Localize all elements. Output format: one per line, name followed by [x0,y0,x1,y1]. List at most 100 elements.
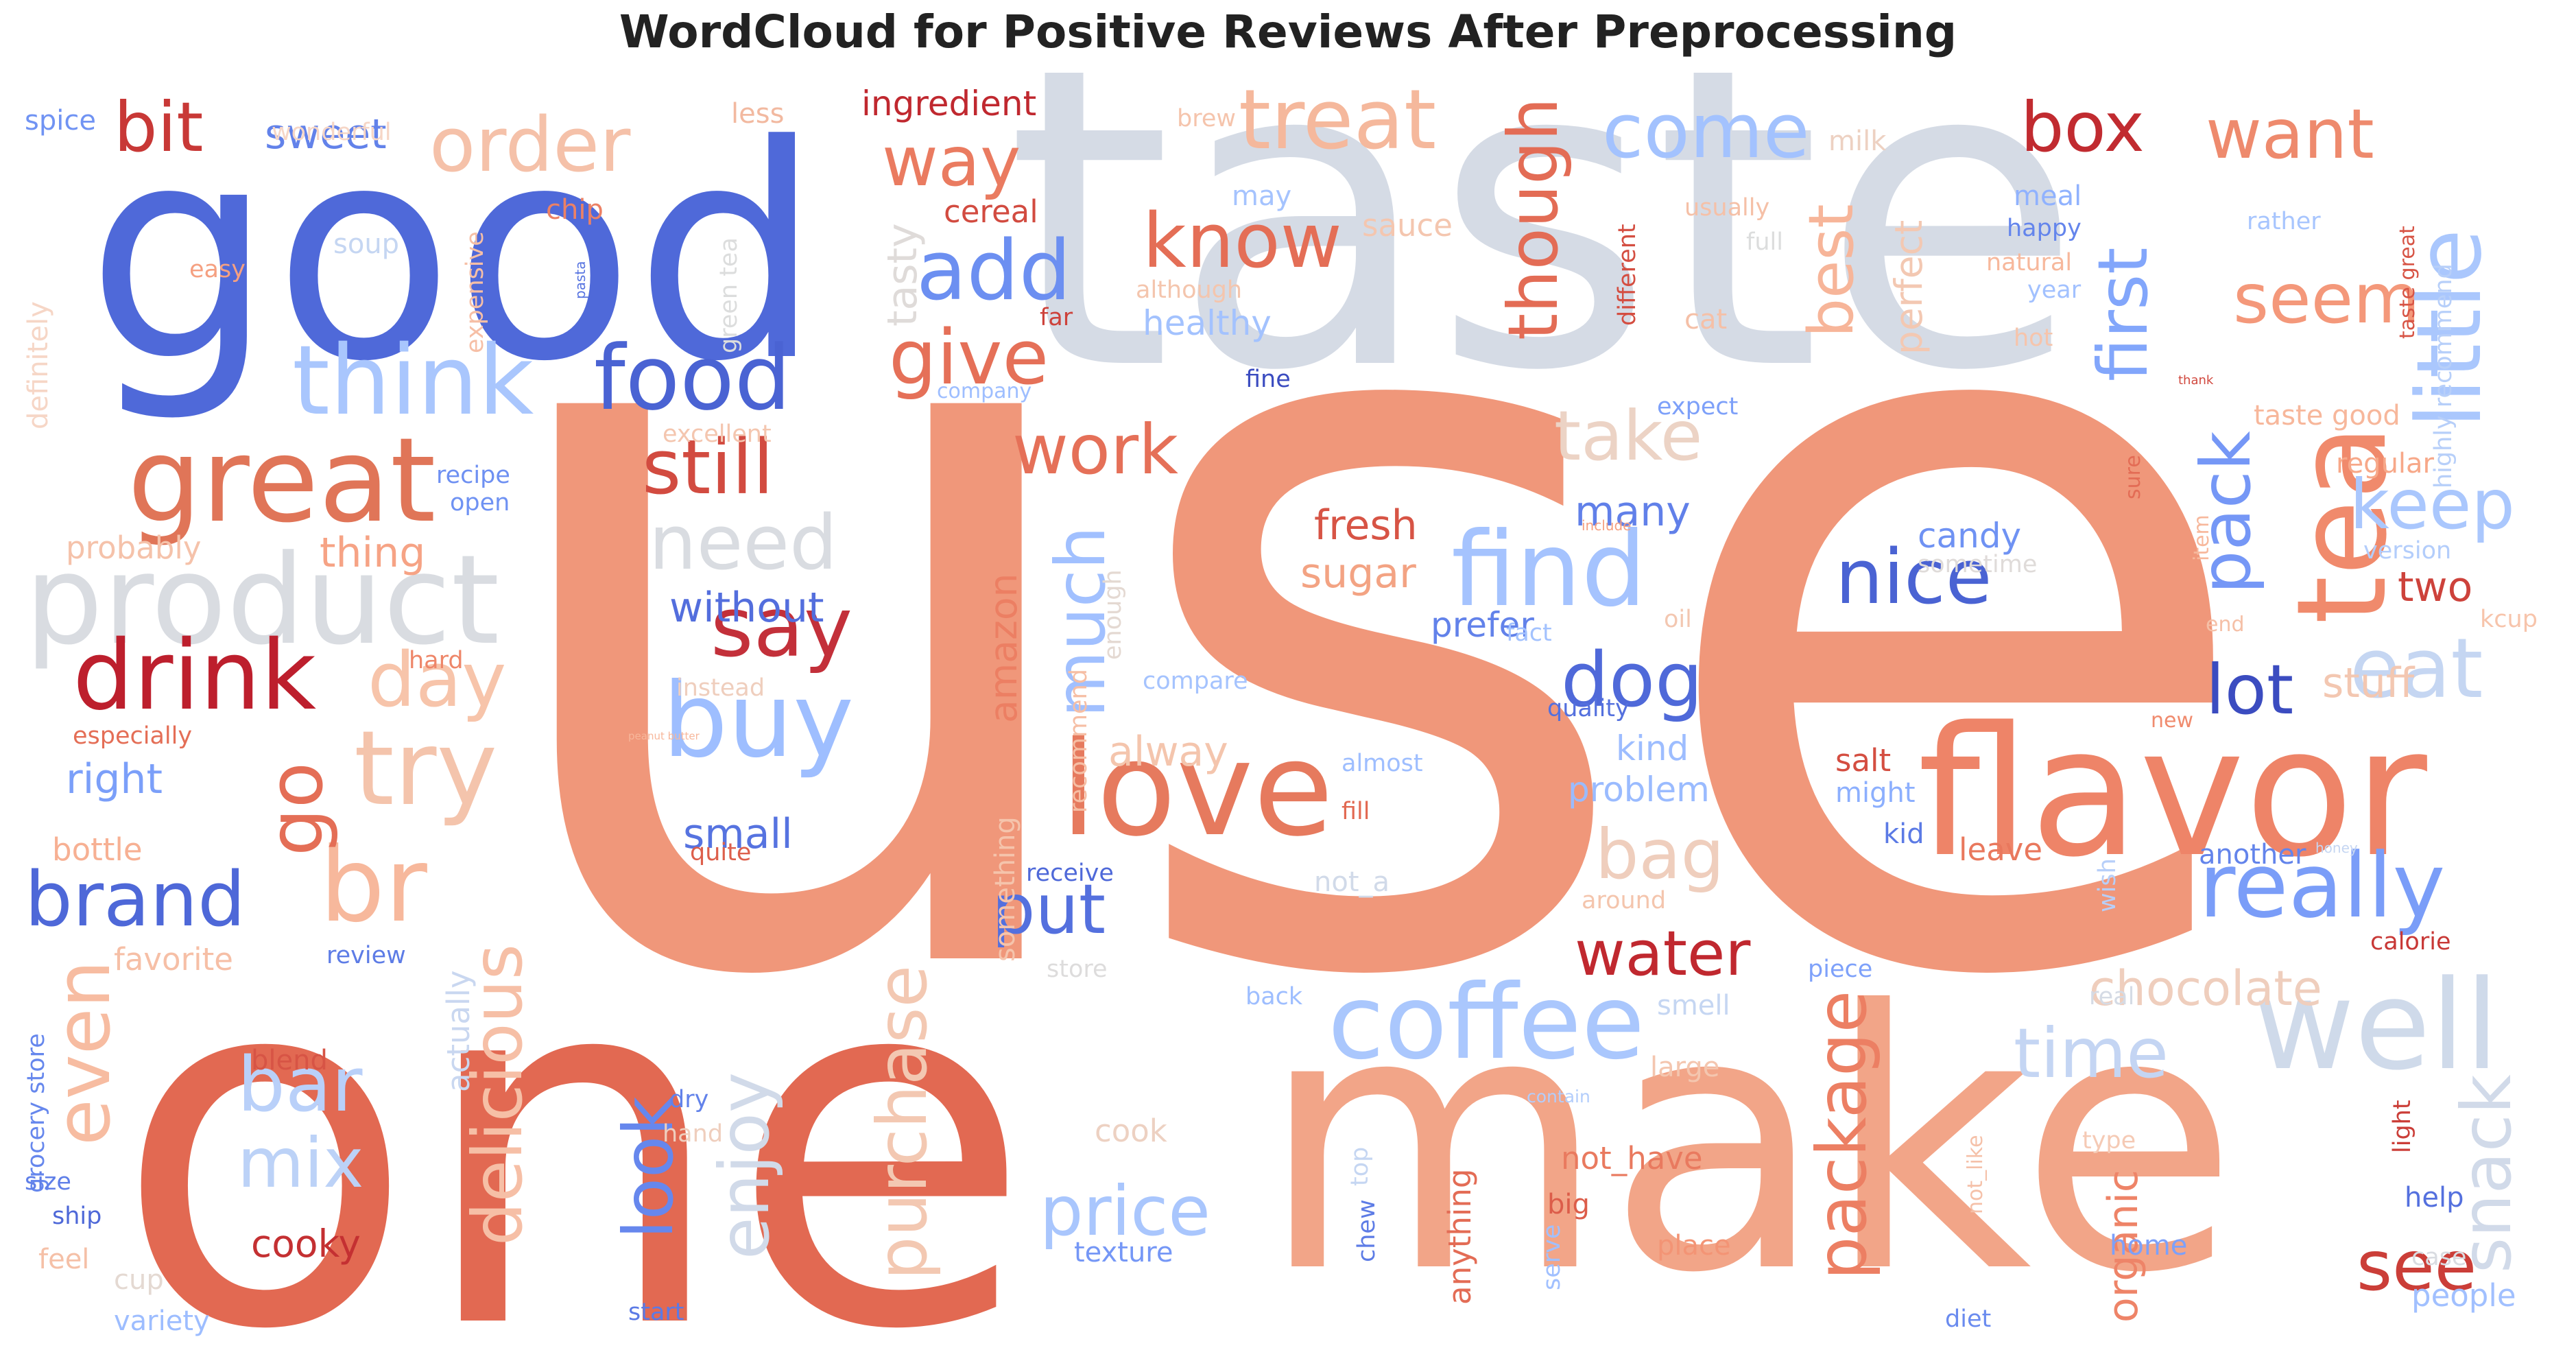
word-spice: spice [25,105,96,137]
word-many: many [1575,488,1691,536]
word-recommend: recommend [1065,669,1093,813]
word-seem: seem [2233,259,2420,339]
word-top: top [1346,1146,1374,1186]
word-bar: bar [237,1041,363,1128]
word-love: love [1060,713,1334,865]
word-less: less [731,98,785,130]
word-find: find [1451,510,1647,630]
word-want: want [2206,94,2374,174]
word-year: year [2027,276,2082,304]
word-dog: dog [1561,636,1703,724]
word-make: make [1259,935,2239,1346]
word-chew: chew [1353,1199,1381,1262]
word-eat: eat [2350,622,2483,717]
word-not-a: not_a [1314,866,1390,898]
word-lot: lot [2206,650,2294,730]
word-far: far [1040,304,1073,331]
word-diet: diet [1945,1305,1992,1333]
word-honey: honey [2315,840,2358,856]
word-work: work [1012,410,1178,490]
word-smell: smell [1657,990,1730,1021]
word-excellent: excellent [663,421,772,448]
word-green-tea: green tea [715,237,743,353]
word-bag: bag [1595,814,1725,895]
word-one: one [114,862,1033,1346]
word-sweet: sweet [265,110,387,158]
word-two: two [2398,563,2473,611]
word-fact: fact [1506,619,1552,647]
word-contain: contain [1527,1087,1590,1106]
word-put: put [992,869,1106,949]
word-blend: blend [251,1045,328,1076]
word-tasty: tasty [879,223,927,327]
word-br: br [320,826,427,945]
word-milk: milk [1828,126,1887,157]
word-first: first [2083,247,2163,381]
word-almost: almost [1341,750,1423,777]
word-chip: chip [546,194,604,226]
word-cereal: cereal [944,193,1038,230]
word-fresh: fresh [1314,501,1418,549]
word-add: add [916,224,1071,319]
word-enough: enough [1099,569,1127,660]
word-cat: cat [1684,304,1728,335]
word-large: large [1650,1052,1720,1083]
word-case: case [2411,1244,2467,1271]
word-need: need [649,499,837,587]
word-expect: expect [1657,393,1739,421]
word-texture: texture [1074,1237,1173,1268]
word-still: still [642,423,774,511]
word-even: even [39,960,127,1146]
word-open: open [450,489,510,517]
word-fine: fine [1245,366,1291,393]
word-especially: especially [73,722,193,750]
word-come: come [1602,87,1810,175]
word-quite: quite [690,839,752,866]
word-taste-great: taste great [2396,226,2420,339]
word-healthy: healthy [1143,303,1272,343]
word-sometime: sometime [1918,551,2038,578]
word-piece: piece [1808,956,1873,983]
word-best: best [1796,204,1868,338]
word-ingredient: ingredient [861,84,1037,123]
word-problem: problem [1568,770,1710,809]
word-home: home [2110,1230,2188,1262]
word-another: another [2199,839,2306,871]
word-candy: candy [1918,516,2022,556]
word-sugar: sugar [1300,549,1416,597]
word-size: size [25,1168,71,1196]
word-peanut-butter: peanut butter [628,730,700,742]
word-wonderful: wonderful [272,119,392,146]
word-feel: feel [38,1244,90,1275]
page-title: WordCloud for Positive Reviews After Pre… [619,5,1957,58]
word-easy: easy [189,256,246,283]
word-amazon: amazon [981,573,1025,723]
word-receive: receive [1026,860,1114,887]
word-take: take [1554,396,1703,476]
word-expensive: expensive [462,231,489,353]
word-meal: meal [2014,180,2082,212]
word-usually: usually [1684,194,1770,222]
word-new: new [2151,709,2194,733]
word-go: go [252,761,339,856]
word-really: really [2199,833,2446,938]
word-know: know [1143,197,1342,285]
word-hand: hand [663,1120,724,1148]
word-full: full [1746,228,1783,256]
word-hard: hard [409,647,464,674]
word-highly-recommend: highly recommend [2430,263,2457,488]
word-cup: cup [114,1264,164,1296]
word-something: something [990,816,1021,962]
word-pack: pack [2186,431,2266,594]
word-variety: variety [114,1305,210,1337]
word-try: try [354,709,498,829]
word-well: well [2254,954,2499,1098]
word-include: include [1582,517,1632,534]
word-purchase: purchase [862,964,942,1280]
word-quality: quality [1547,695,1630,722]
word-type: type [2082,1127,2136,1155]
word-pasta: pasta [572,261,588,299]
word-prefer: prefer [1431,605,1534,645]
word-mix: mix [237,1123,364,1203]
word-people: people [2411,1277,2516,1314]
